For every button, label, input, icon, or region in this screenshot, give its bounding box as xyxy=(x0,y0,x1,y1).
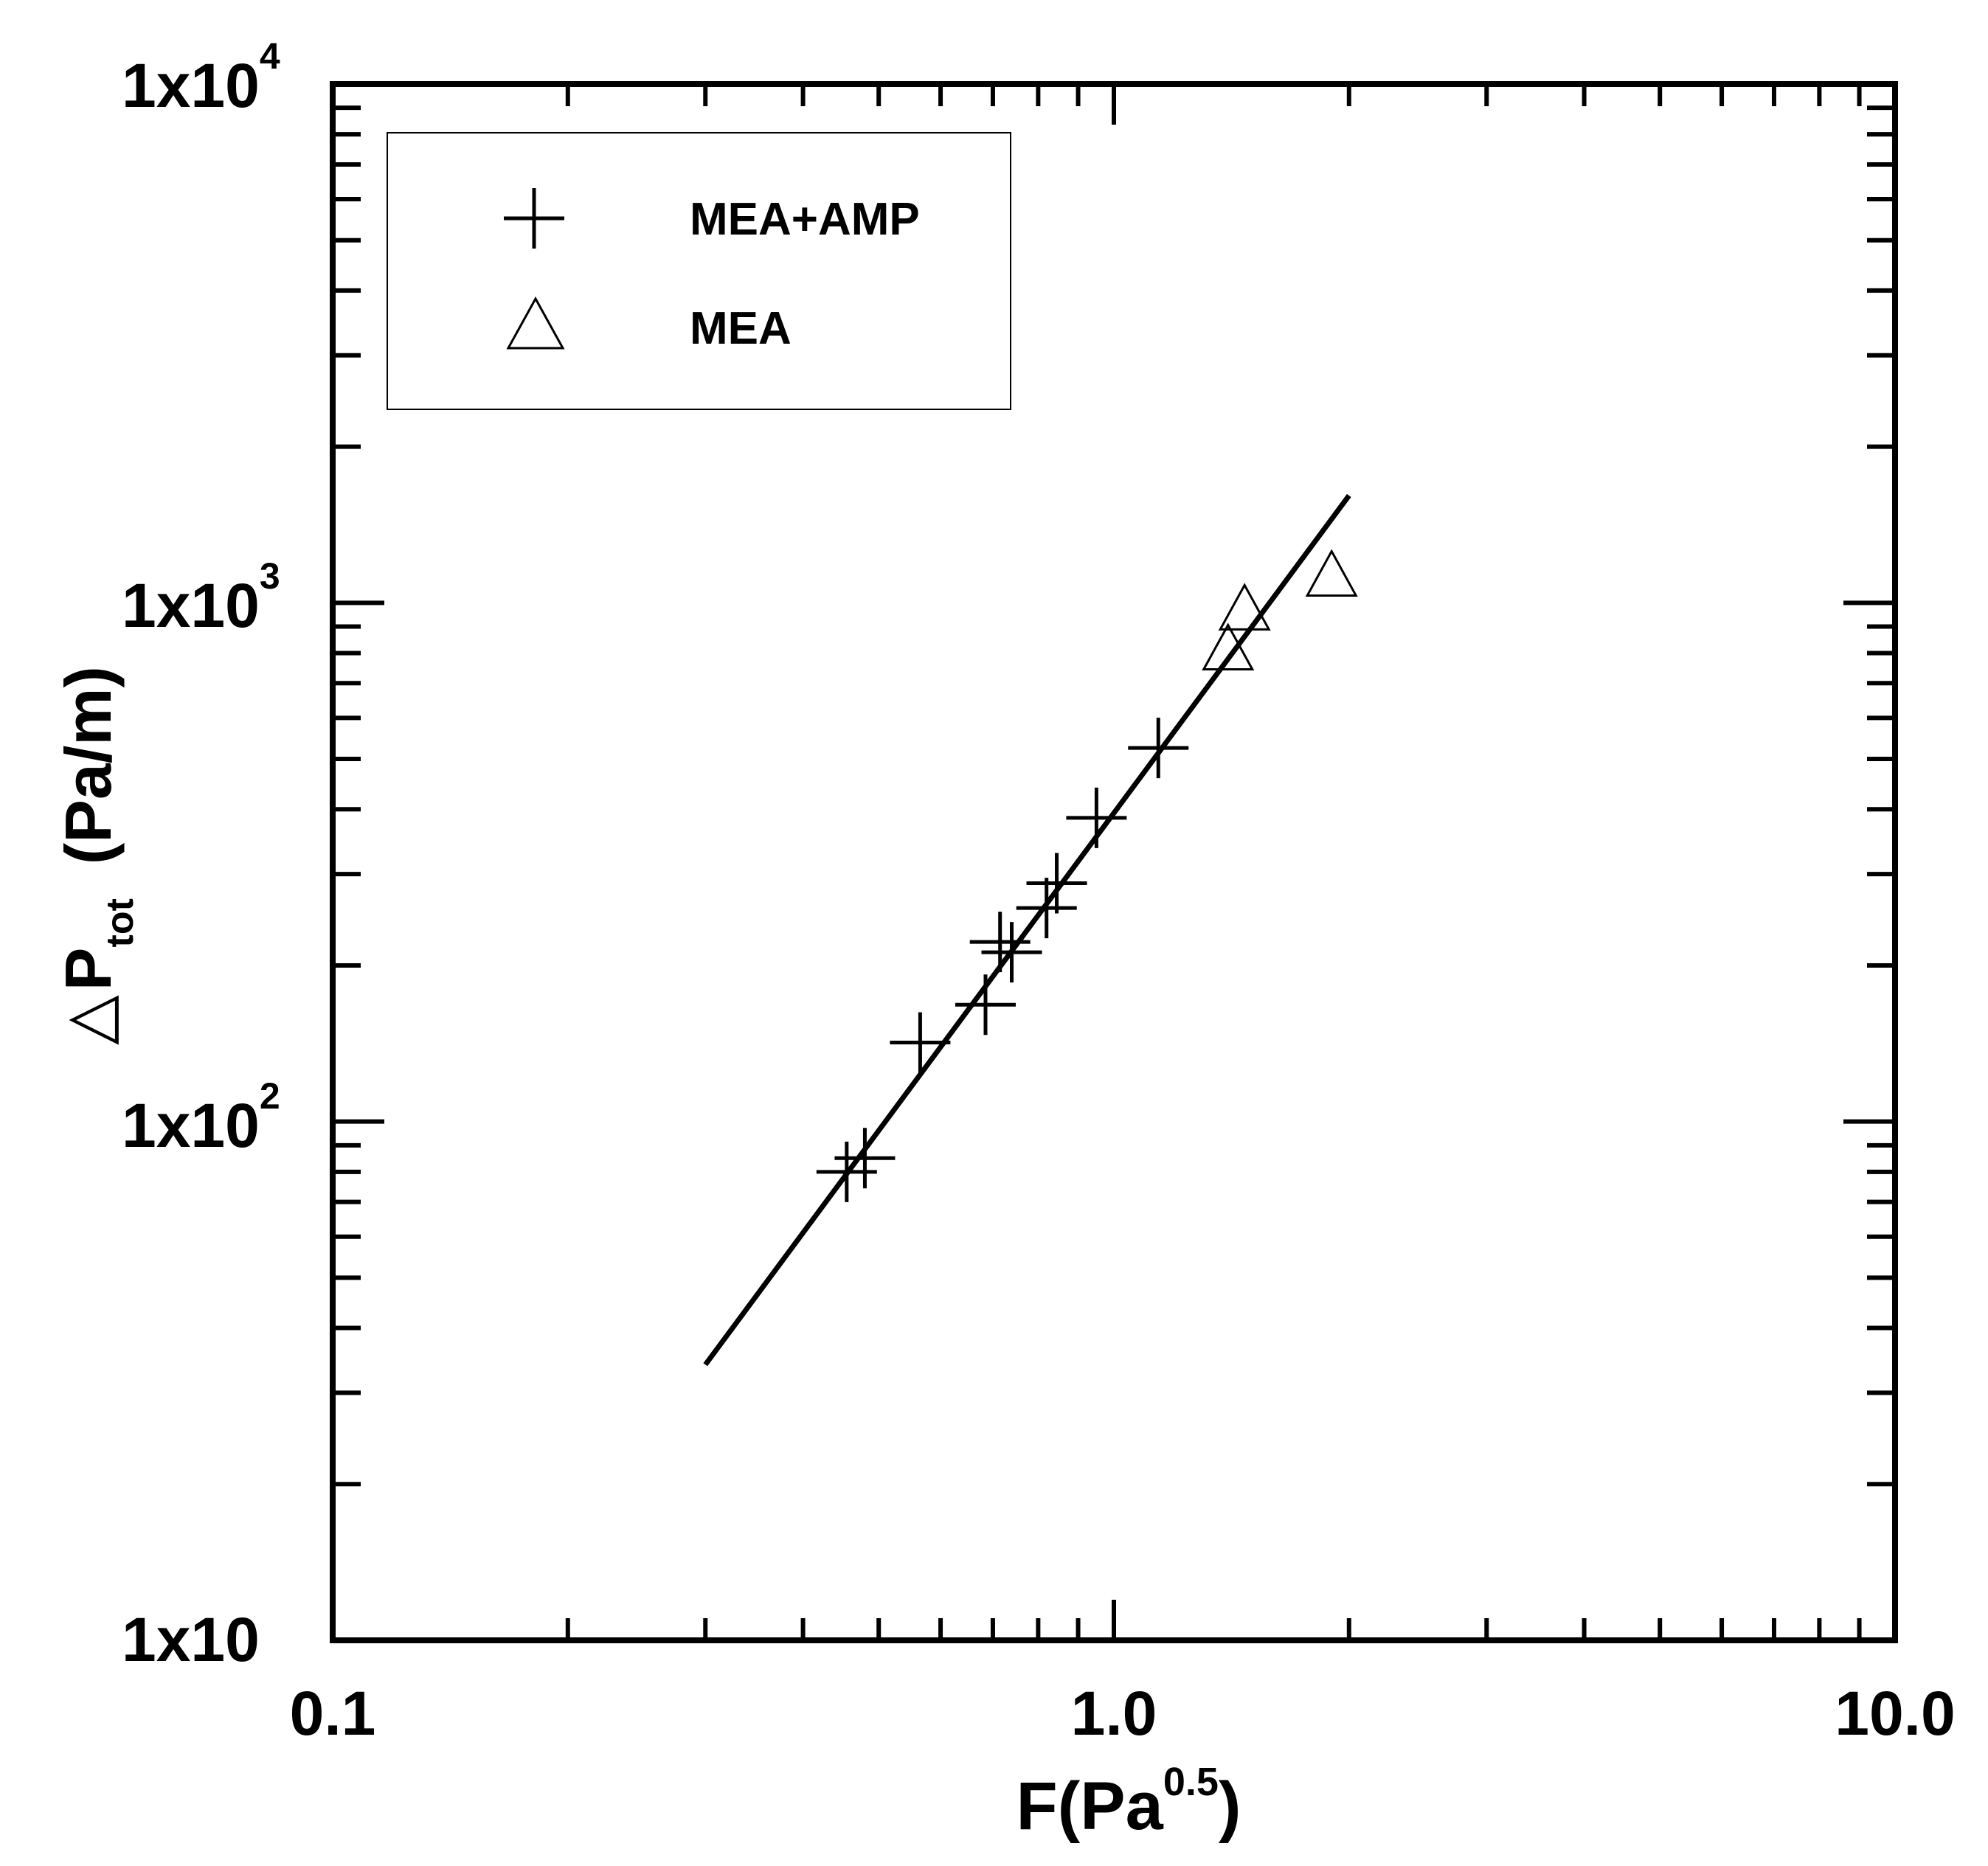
data-point-mea-amp xyxy=(834,1128,896,1189)
legend-label-mea: MEA xyxy=(690,303,792,354)
plot-frame xyxy=(330,81,1898,1643)
axis-ticks xyxy=(333,84,1895,1640)
y-tick-labels: 1x104 1x103 1x102 1x10 xyxy=(122,35,280,1674)
legend-box xyxy=(387,132,1011,410)
x-tick-label-10-0: 10.0 xyxy=(1835,1679,1956,1748)
x-tick-label-0-1: 0.1 xyxy=(290,1679,376,1748)
y-tick-label-10000: 1x104 xyxy=(122,35,280,120)
legend: MEA+AMP MEA xyxy=(387,132,1011,410)
y-tick-label-1000: 1x103 xyxy=(122,555,280,640)
data-point-mea xyxy=(1202,622,1255,670)
y-axis-label: △Ptot(Pa/m) xyxy=(52,666,142,1045)
x-axis-label: F(Pa0.5) xyxy=(1016,1760,1241,1844)
legend-label-mea-amp: MEA+AMP xyxy=(690,194,920,245)
data-point-mea-amp xyxy=(955,974,1016,1036)
data-point-mea-amp xyxy=(890,1012,951,1073)
data-point-mea xyxy=(1305,549,1358,597)
data-point-mea xyxy=(1218,583,1271,631)
data-points xyxy=(816,549,1358,1202)
fit-line xyxy=(703,493,1351,1367)
x-tick-label-1-0: 1.0 xyxy=(1071,1679,1157,1748)
data-point-mea-amp xyxy=(1066,787,1127,848)
data-point-mea-amp xyxy=(969,912,1031,973)
legend-marker-triangle xyxy=(506,296,565,350)
y-tick-label-100: 1x102 xyxy=(122,1075,280,1160)
y-tick-label-10: 1x10 xyxy=(122,1605,260,1674)
data-point-mea-amp xyxy=(816,1141,877,1202)
legend-marker-plus xyxy=(504,188,564,249)
data-point-mea-amp xyxy=(1016,878,1077,939)
data-point-mea-amp xyxy=(1026,853,1087,914)
x-tick-labels: 0.1 1.0 10.0 xyxy=(290,1679,1956,1748)
data-point-mea-amp xyxy=(981,922,1042,983)
data-point-mea-amp xyxy=(1128,718,1189,779)
